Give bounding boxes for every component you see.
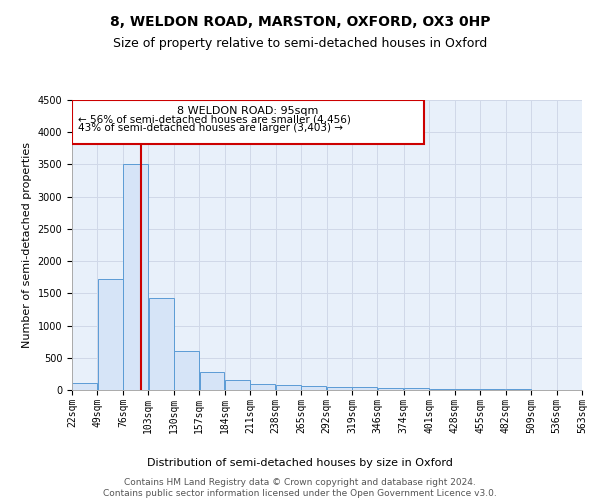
Bar	[123, 164, 148, 390]
Bar	[98, 279, 122, 390]
Bar	[327, 387, 352, 390]
Bar	[377, 388, 403, 390]
Text: 8 WELDON ROAD: 95sqm: 8 WELDON ROAD: 95sqm	[177, 106, 319, 116]
Bar	[149, 298, 173, 390]
Bar	[455, 389, 480, 390]
Text: Size of property relative to semi-detached houses in Oxford: Size of property relative to semi-detach…	[113, 38, 487, 51]
Text: 43% of semi-detached houses are larger (3,403) →: 43% of semi-detached houses are larger (…	[77, 123, 343, 133]
Bar	[199, 372, 224, 390]
Bar	[404, 388, 429, 390]
Text: Distribution of semi-detached houses by size in Oxford: Distribution of semi-detached houses by …	[147, 458, 453, 468]
Bar	[276, 385, 301, 390]
Text: ← 56% of semi-detached houses are smaller (4,456): ← 56% of semi-detached houses are smalle…	[77, 114, 350, 124]
Bar	[225, 380, 250, 390]
Y-axis label: Number of semi-detached properties: Number of semi-detached properties	[22, 142, 32, 348]
Bar	[174, 350, 199, 390]
Bar	[352, 388, 377, 390]
Bar	[72, 383, 97, 390]
Bar	[72, 100, 424, 144]
Bar	[250, 384, 275, 390]
Bar	[301, 386, 326, 390]
Text: 8, WELDON ROAD, MARSTON, OXFORD, OX3 0HP: 8, WELDON ROAD, MARSTON, OXFORD, OX3 0HP	[110, 15, 490, 29]
Bar	[430, 388, 455, 390]
Text: Contains HM Land Registry data © Crown copyright and database right 2024.
Contai: Contains HM Land Registry data © Crown c…	[103, 478, 497, 498]
